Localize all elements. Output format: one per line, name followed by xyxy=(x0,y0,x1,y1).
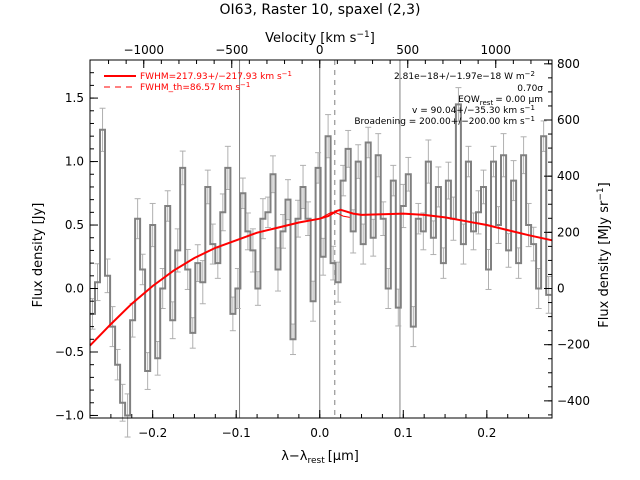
plot-frame xyxy=(89,59,553,419)
right-label-end: ] xyxy=(597,182,612,187)
right-label-text: Flux density [MJy sr xyxy=(597,200,612,328)
svg-text:Velocity [km s−1]: Velocity [km s−1] xyxy=(265,30,375,46)
chart-title: OI63, Raster 10, spaxel (2,3) xyxy=(220,2,421,18)
svg-text:Flux density [MJy sr−1]: Flux density [MJy sr−1] xyxy=(596,182,612,327)
annotation-broadening: Broadening = 200.00+/−200.00 km s xyxy=(354,117,525,127)
right-tick-label: 600 xyxy=(557,113,580,127)
top-tick-label: 1000 xyxy=(480,43,511,57)
svg-text:Broadening = 200.00+/−200.00 k: Broadening = 200.00+/−200.00 km s−1 xyxy=(354,115,535,127)
top-tick-label: −500 xyxy=(215,43,248,57)
annotation-eqw-sub: rest xyxy=(480,99,494,107)
y-tick-label: −1.0 xyxy=(55,408,84,422)
svg-text:FWHM_th=86.57 km s−1: FWHM_th=86.57 km s−1 xyxy=(140,81,250,93)
y-axis-label: Flux density [Jy] xyxy=(31,203,46,308)
annotation-velocity: v = 90.04+/−35.30 km s xyxy=(412,106,525,116)
top-tick-label: −1000 xyxy=(123,43,164,57)
y-tick-label: 0.5 xyxy=(65,218,84,232)
y-tick-label: 1.5 xyxy=(65,91,84,105)
annotation-flux: 2.81e−18+/−1.97e−18 W m xyxy=(394,72,525,82)
annotations: 2.81e−18+/−1.97e−18 W m−2 0.70σ EQWrest =… xyxy=(354,70,543,127)
legend-dashed-sup: −1 xyxy=(240,81,250,89)
y-tick-label: 1.0 xyxy=(65,155,84,169)
x-tick-label: 0.0 xyxy=(310,426,329,440)
xlabel-sub: rest xyxy=(307,456,325,466)
right-tick-label: 400 xyxy=(557,169,580,183)
xlabel-unit: [μm] xyxy=(328,449,359,464)
x-axis-label: λ−λrest [μm] xyxy=(281,449,359,466)
series-layer xyxy=(89,87,553,438)
right-label-sup: −1 xyxy=(596,187,606,200)
annotation-eqw-value: = 0.00 μm xyxy=(495,95,543,105)
fit-line xyxy=(89,208,553,347)
axis-ticks: −0.2 −0.1 0.0 0.1 0.2−1.0−0.50.00.51.01.5−10… xyxy=(55,43,590,440)
top-tick-label: 500 xyxy=(396,43,419,57)
svg-text:2.81e−18+/−1.97e−18 W m−2: 2.81e−18+/−1.97e−18 W m−2 xyxy=(394,70,535,82)
top-label-end: ] xyxy=(370,31,375,46)
x-tick-label: 0.2 xyxy=(477,426,496,440)
y-tick-label: 0.0 xyxy=(65,282,84,296)
right-tick-label: −400 xyxy=(557,394,590,408)
annotation-velocity-sup: −1 xyxy=(525,104,535,112)
annotation-sigma: 0.70σ xyxy=(517,84,543,94)
observed-spectrum-line xyxy=(90,103,552,417)
x-tick-label: −0.1 xyxy=(222,426,251,440)
legend-solid-label: FWHM=217.93+/−217.93 km s xyxy=(140,72,282,82)
right-tick-label: 0 xyxy=(557,282,565,296)
right-tick-label: 200 xyxy=(557,225,580,239)
x-tick-label: 0.1 xyxy=(394,426,413,440)
top-tick-label: 0 xyxy=(316,43,324,57)
right-tick-label: 800 xyxy=(557,57,580,71)
y-tick-label: −0.5 xyxy=(55,345,84,359)
legend-dashed-label: FWHM_th=86.57 km s xyxy=(140,83,240,93)
fit-component-line xyxy=(319,211,350,220)
svg-text:v = 90.04+/−35.30 km s−1: v = 90.04+/−35.30 km s−1 xyxy=(412,104,535,116)
legend-solid-sup: −1 xyxy=(282,70,292,78)
top-axis-label: Velocity [km s−1] xyxy=(265,30,375,46)
top-label-text: Velocity [km s xyxy=(265,31,357,46)
annotation-eqw-label: EQW xyxy=(458,95,480,105)
svg-text:λ−λrest[μm]: λ−λrest [μm] xyxy=(281,449,359,466)
svg-text:EQWrest= 0.00 μm: EQWrest = 0.00 μm xyxy=(458,95,543,107)
annotation-flux-sup: −2 xyxy=(525,70,535,78)
svg-text:FWHM=217.93+/−217.93 km s−1: FWHM=217.93+/−217.93 km s−1 xyxy=(140,70,292,82)
xlabel-main: λ−λ xyxy=(281,449,308,464)
legend: FWHM=217.93+/−217.93 km s−1 FWHM_th=86.5… xyxy=(104,70,292,93)
annotation-broadening-sup: −1 xyxy=(525,115,535,123)
x-tick-label: −0.2 xyxy=(138,426,167,440)
right-tick-label: −200 xyxy=(557,338,590,352)
top-label-sup: −1 xyxy=(356,30,369,40)
right-axis-label: Flux density [MJy sr−1] xyxy=(596,182,612,327)
